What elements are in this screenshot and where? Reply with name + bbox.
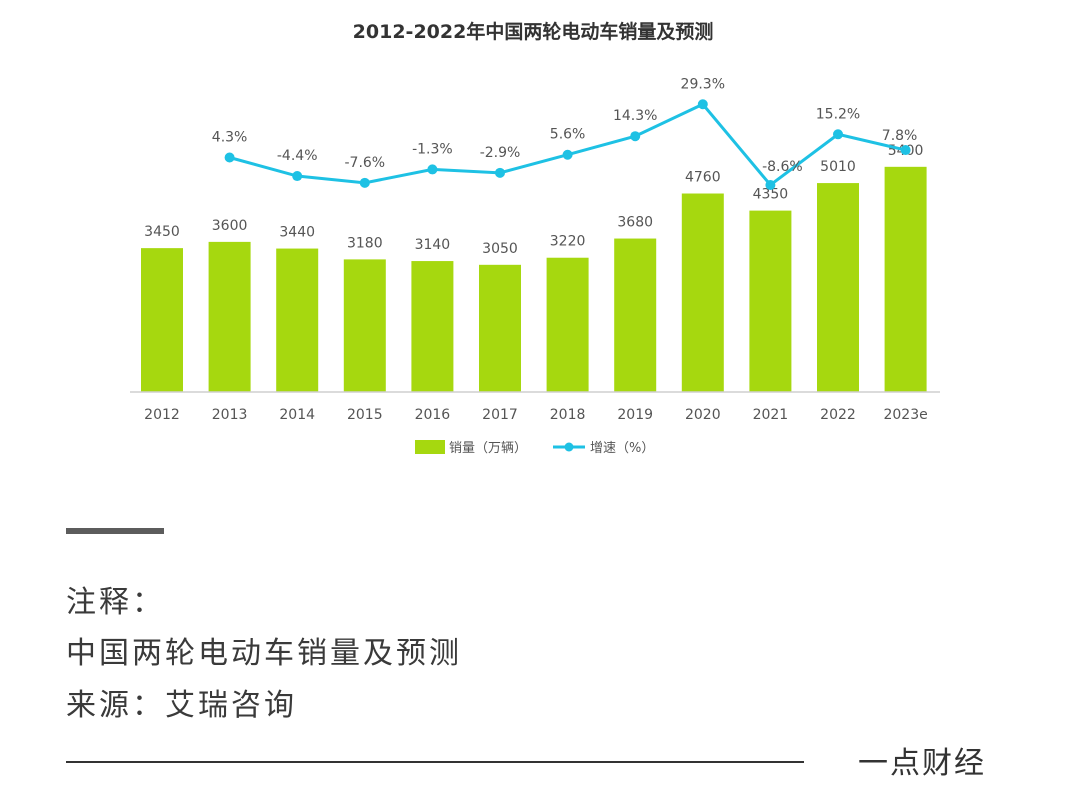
legend-bar-label: 销量（万辆）	[449, 441, 527, 456]
x-tick-2019: 2019	[617, 407, 653, 423]
x-tick-2018: 2018	[550, 407, 586, 423]
growth-label-2014: -4.4%	[277, 148, 318, 164]
bar-2019	[614, 238, 657, 392]
bar-series	[141, 166, 927, 392]
x-tick-2016: 2016	[415, 407, 451, 423]
growth-point-2016	[427, 164, 438, 175]
bar-2018	[546, 257, 589, 392]
growth-point-2013	[224, 152, 235, 163]
growth-label-2015: -7.6%	[344, 155, 385, 171]
bar-2013	[208, 241, 251, 392]
note-description: 中国两轮电动车销量及预测	[66, 636, 462, 671]
bar-label-2020: 4760	[685, 170, 721, 186]
legend-line-dot	[564, 442, 574, 452]
growth-point-2019	[630, 131, 641, 142]
x-tick-2014: 2014	[279, 407, 315, 423]
growth-label-2022: 15.2%	[816, 106, 860, 122]
growth-label-2019: 14.3%	[613, 108, 657, 124]
bar-2020	[681, 193, 724, 392]
brand-name: 一点财经	[858, 746, 986, 781]
growth-rate-line	[229, 102, 906, 188]
x-tick-2013: 2013	[212, 407, 248, 423]
growth-point-2018	[562, 149, 573, 160]
legend: 销量（万辆） 增速（%）	[415, 440, 654, 456]
note-divider-bar	[66, 528, 164, 534]
x-tick-2012: 2012	[144, 407, 180, 423]
bar-label-2014: 3440	[279, 225, 315, 241]
bar-2023e	[884, 166, 927, 392]
growth-points	[224, 99, 911, 190]
footer-divider	[66, 761, 804, 763]
bar-2012	[141, 248, 183, 392]
growth-label-2023e: 7.8%	[882, 128, 918, 144]
growth-point-2017	[495, 167, 505, 178]
growth-label-2021: -8.6%	[762, 159, 803, 175]
growth-point-2014	[292, 171, 303, 182]
note-heading: 注释：	[66, 585, 165, 620]
growth-label-2013: 4.3%	[212, 130, 248, 146]
growth-label-2018: 5.6%	[550, 127, 586, 143]
bar-label-2022: 5010	[820, 159, 856, 175]
x-tick-2015: 2015	[347, 407, 383, 423]
growth-point-2020	[697, 99, 708, 110]
growth-label-2017: -2.9%	[480, 145, 521, 161]
growth-point-2022	[833, 129, 843, 140]
x-tick-2022: 2022	[820, 407, 856, 423]
growth-value-labels: 4.3% -4.4% -7.6% -1.3% -2.9% 5.6% 14.3% 29.3% -8…	[212, 76, 918, 175]
bar-2016	[411, 261, 454, 392]
bar-2014	[276, 248, 319, 392]
bar-label-2015: 3180	[347, 235, 383, 251]
x-tick-2017: 2017	[482, 407, 518, 423]
growth-point-2021	[765, 179, 776, 190]
bar-2021	[749, 210, 792, 392]
x-tick-2021: 2021	[753, 407, 789, 423]
growth-label-2016: -1.3%	[412, 141, 453, 157]
bar-label-2012: 3450	[144, 224, 180, 240]
growth-label-2020: 29.3%	[681, 76, 725, 92]
note-source: 来源：艾瑞咨询	[66, 688, 297, 723]
bar-2022	[817, 183, 859, 392]
legend-line-label: 增速（%）	[590, 441, 654, 456]
bar-label-2013: 3600	[212, 218, 248, 234]
bar-2015	[343, 259, 386, 392]
bar-label-2018: 3220	[550, 234, 586, 250]
x-axis-ticks: 2012 2013 2014 2015 2016 2017 2018 2019 2020 2021…	[144, 407, 928, 423]
bar-label-2019: 3680	[617, 215, 653, 231]
bar-label-2021: 4350	[753, 187, 789, 203]
chart-title: 2012-2022年中国两轮电动车销量及预测	[353, 20, 714, 43]
growth-point-2015	[359, 177, 370, 188]
x-tick-2023e: 2023e	[883, 407, 927, 423]
legend-bar-swatch	[415, 440, 445, 454]
bar-label-2016: 3140	[415, 237, 451, 253]
x-tick-2020: 2020	[685, 407, 721, 423]
growth-point-2023e	[900, 145, 911, 156]
bar-value-labels: 3450 3600 3440 3180 3140 3050 3220 3680 4760 4350…	[144, 143, 923, 257]
bar-2017	[479, 264, 521, 392]
bar-label-2017: 3050	[482, 241, 518, 257]
